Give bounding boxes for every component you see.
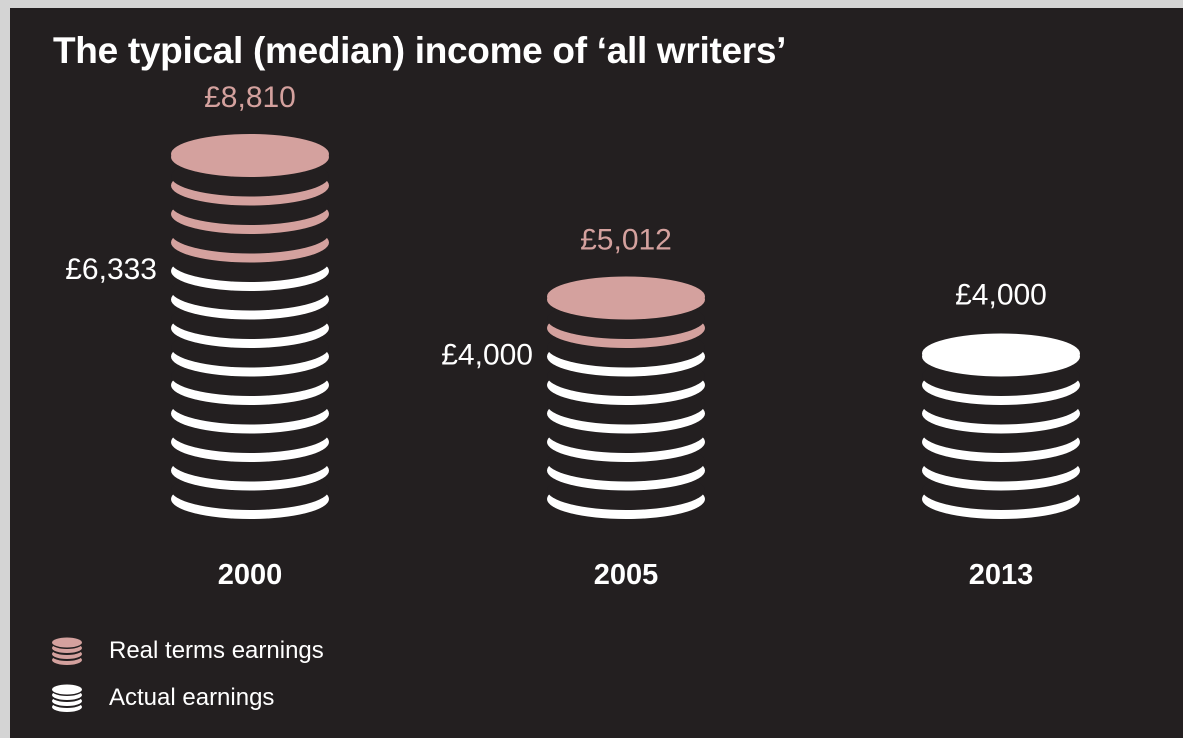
- actual-coins-icon: [52, 684, 82, 712]
- year-label-2013: 2013: [969, 559, 1034, 591]
- legend-label-actual: Actual earnings: [109, 684, 275, 711]
- coin-top-2013: [922, 333, 1080, 374]
- real-coins-icon: [52, 637, 82, 665]
- chart-title: The typical (median) income of ‘all writ…: [53, 30, 787, 71]
- actual-value-label-2005: £4,000: [441, 339, 533, 372]
- year-label-2005: 2005: [594, 559, 659, 591]
- legend-item-real: Real terms earnings: [50, 634, 324, 668]
- real-value-label-2005: £5,012: [580, 224, 672, 257]
- year-label-2000: 2000: [218, 559, 283, 591]
- legend-label-real: Real terms earnings: [109, 637, 324, 664]
- coin-stack-chart: 2000 £8,810 £6,333 2005 £5,012 £4,000 2013 £4,0…: [65, 81, 1080, 591]
- actual-value-label-2013: £4,000: [955, 279, 1047, 312]
- actual-value-label-2000: £6,333: [65, 253, 157, 286]
- legend-item-actual: Actual earnings: [50, 681, 274, 715]
- coin-top-2000: [171, 134, 329, 174]
- chart-panel: The typical (median) income of ‘all writ…: [10, 8, 1183, 738]
- real-value-label-2000: £8,810: [204, 81, 296, 114]
- coin-top-2005: [547, 276, 705, 317]
